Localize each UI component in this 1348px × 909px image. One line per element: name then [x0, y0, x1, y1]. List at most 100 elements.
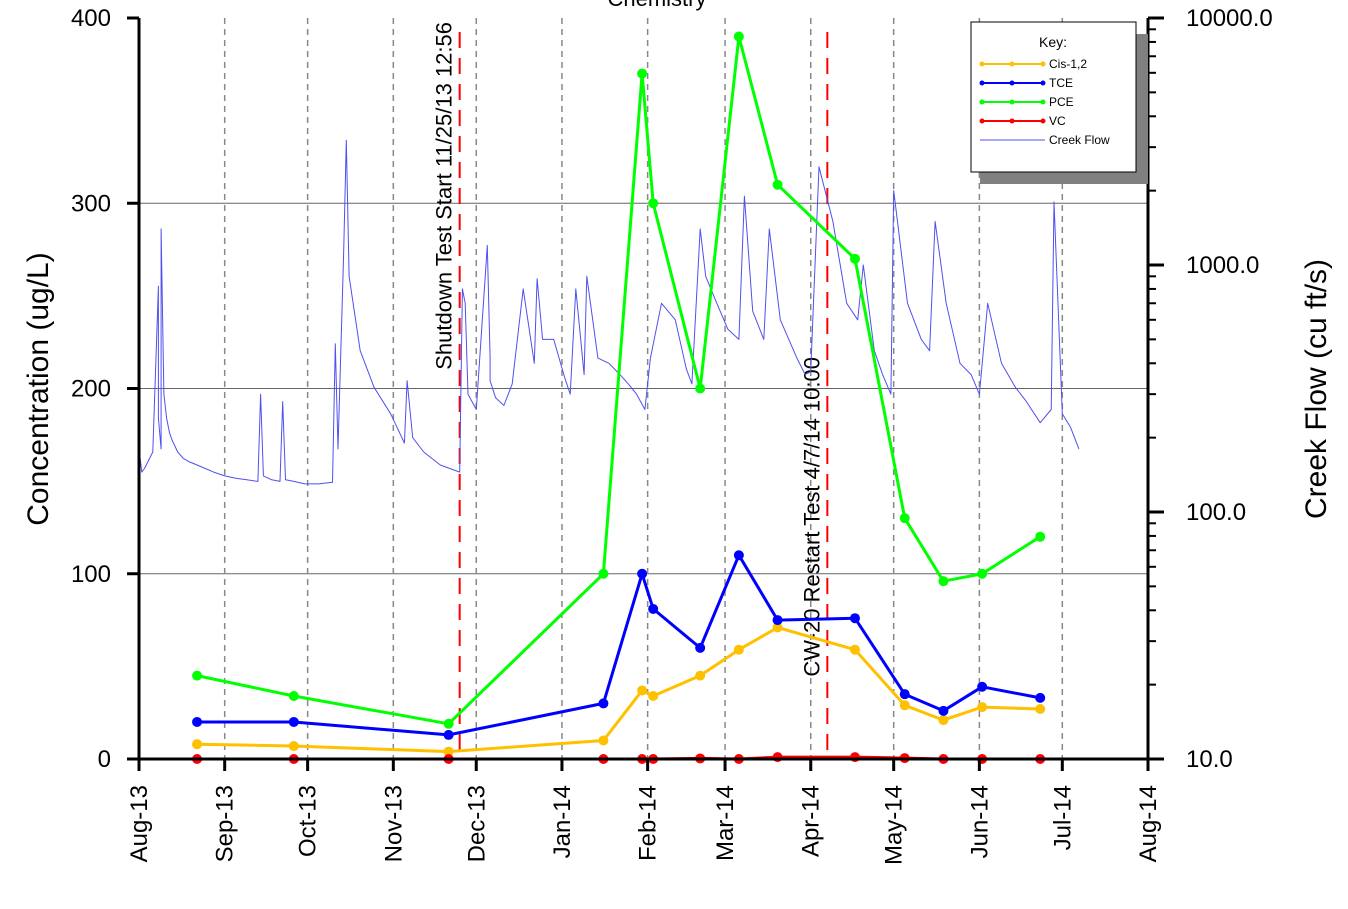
legend-marker [1009, 99, 1015, 105]
data-point-pce [938, 576, 949, 587]
legend: Key: Cis-1,2 TCE PCE VC Creek Flow [970, 21, 1148, 184]
data-point-pce [772, 179, 783, 190]
x-tick-label: Mar-14 [712, 785, 739, 861]
data-point-pce [849, 253, 860, 264]
data-point-tce [443, 729, 454, 740]
x-tick-label: May-14 [881, 785, 908, 865]
creek-flow-layer [138, 139, 1080, 485]
data-point-pce [443, 718, 454, 729]
legend-marker [1040, 80, 1046, 86]
x-tick-label: Oct-13 [295, 785, 322, 857]
data-point-tce [938, 705, 949, 716]
series-line-cis-1-2 [197, 626, 1041, 754]
legend-box [970, 21, 1137, 173]
x-tick-label: Aug-14 [1135, 785, 1162, 862]
y-tick-label: 200 [71, 376, 111, 403]
legend-marker [979, 99, 985, 105]
data-point-vc [772, 752, 783, 763]
legend-label: Cis-1,2 [1049, 57, 1087, 71]
data-point-vc [849, 752, 860, 763]
x-tick-label: Jan-14 [549, 785, 576, 858]
annotation-layer: Shutdown Test Start 11/25/13 12:56 CW-20 … [432, 22, 829, 759]
x-tick-label: Dec-13 [463, 785, 490, 862]
data-point-cis-1-2 [695, 670, 706, 681]
y-axis-label: Concentration (ug/L) [22, 252, 55, 526]
data-point-pce [192, 670, 203, 681]
data-point-cis-1-2 [977, 702, 988, 713]
y-tick-label: 100 [71, 561, 111, 588]
x-tick-label: Sep-13 [212, 785, 239, 862]
data-point-tce [598, 698, 609, 709]
legend-marker [1040, 118, 1046, 124]
y2-tick-label: 10.0 [1186, 746, 1233, 773]
data-point-cis-1-2 [1035, 703, 1046, 714]
legend-marker [979, 61, 985, 67]
data-point-tce [695, 642, 706, 653]
x-tick-label: Feb-14 [635, 785, 662, 861]
data-point-tce [637, 568, 648, 579]
data-point-cis-1-2 [648, 691, 659, 702]
y2-axis-label: Creek Flow (cu ft/s) [1300, 259, 1333, 519]
legend-marker [1040, 61, 1046, 67]
legend-label: PCE [1049, 95, 1074, 109]
legend-title: Key: [1039, 34, 1067, 50]
axis-layer: 0 100 200 300 400 10.0 100.0 1000.0 10000.0 Aug-1… [71, 5, 1273, 865]
legend-marker [1009, 61, 1015, 67]
chart-title: Chemistry [607, 0, 706, 11]
data-point-pce [733, 31, 744, 42]
legend-label: TCE [1049, 76, 1073, 90]
data-point-pce [648, 198, 659, 209]
y-tick-label: 0 [98, 746, 111, 773]
series-line-creek-flow [138, 139, 1080, 485]
legend-marker [1040, 99, 1046, 105]
legend-marker [979, 80, 985, 86]
data-point-tce [849, 613, 860, 624]
annotation-label: CW-20 Restart Test 4/7/14 10:00 [799, 357, 824, 677]
y-tick-label: 300 [71, 190, 111, 217]
data-point-pce [288, 691, 299, 702]
annotation-label: Shutdown Test Start 11/25/13 12:56 [432, 22, 457, 370]
data-point-cis-1-2 [192, 739, 203, 750]
data-point-cis-1-2 [288, 741, 299, 752]
x-tick-label: Jul-14 [1049, 785, 1076, 850]
data-point-tce [288, 716, 299, 727]
legend-items: Cis-1,2 TCE PCE VC Creek Flow [979, 57, 1110, 147]
data-point-pce [695, 383, 706, 394]
x-tick-label: Nov-13 [380, 785, 407, 862]
y2-tick-label: 10000.0 [1186, 5, 1273, 32]
data-point-tce [899, 689, 910, 700]
data-point-pce [637, 68, 648, 79]
data-point-tce [1035, 692, 1046, 703]
y2-tick-label: 1000.0 [1186, 252, 1259, 279]
y2-tick-label: 100.0 [1186, 499, 1246, 526]
data-point-tce [977, 681, 988, 692]
data-point-tce [648, 603, 659, 614]
data-point-tce [192, 716, 203, 727]
x-tick-label: Jun-14 [966, 785, 993, 858]
series-line-pce [196, 35, 1042, 726]
data-point-tce [772, 615, 783, 626]
data-point-pce [977, 568, 988, 579]
data-point-tce [733, 550, 744, 561]
series-layer [192, 31, 1046, 764]
data-point-cis-1-2 [637, 685, 648, 696]
y-tick-label: 400 [71, 5, 111, 32]
data-point-pce [598, 568, 609, 579]
data-point-pce [1035, 531, 1046, 542]
data-point-cis-1-2 [733, 644, 744, 655]
data-point-cis-1-2 [772, 622, 783, 633]
x-tick-label: Aug-13 [126, 785, 153, 862]
data-point-pce [899, 513, 910, 524]
data-point-cis-1-2 [899, 700, 910, 711]
data-point-cis-1-2 [598, 735, 609, 746]
data-point-cis-1-2 [938, 715, 949, 726]
series-line-tce [197, 553, 1041, 737]
legend-label: VC [1049, 114, 1066, 128]
x-tick-label: Apr-14 [798, 785, 825, 857]
legend-marker [979, 118, 985, 124]
legend-marker [1009, 80, 1015, 86]
data-point-cis-1-2 [443, 746, 454, 757]
legend-label: Creek Flow [1049, 133, 1110, 147]
legend-marker [1009, 118, 1015, 124]
